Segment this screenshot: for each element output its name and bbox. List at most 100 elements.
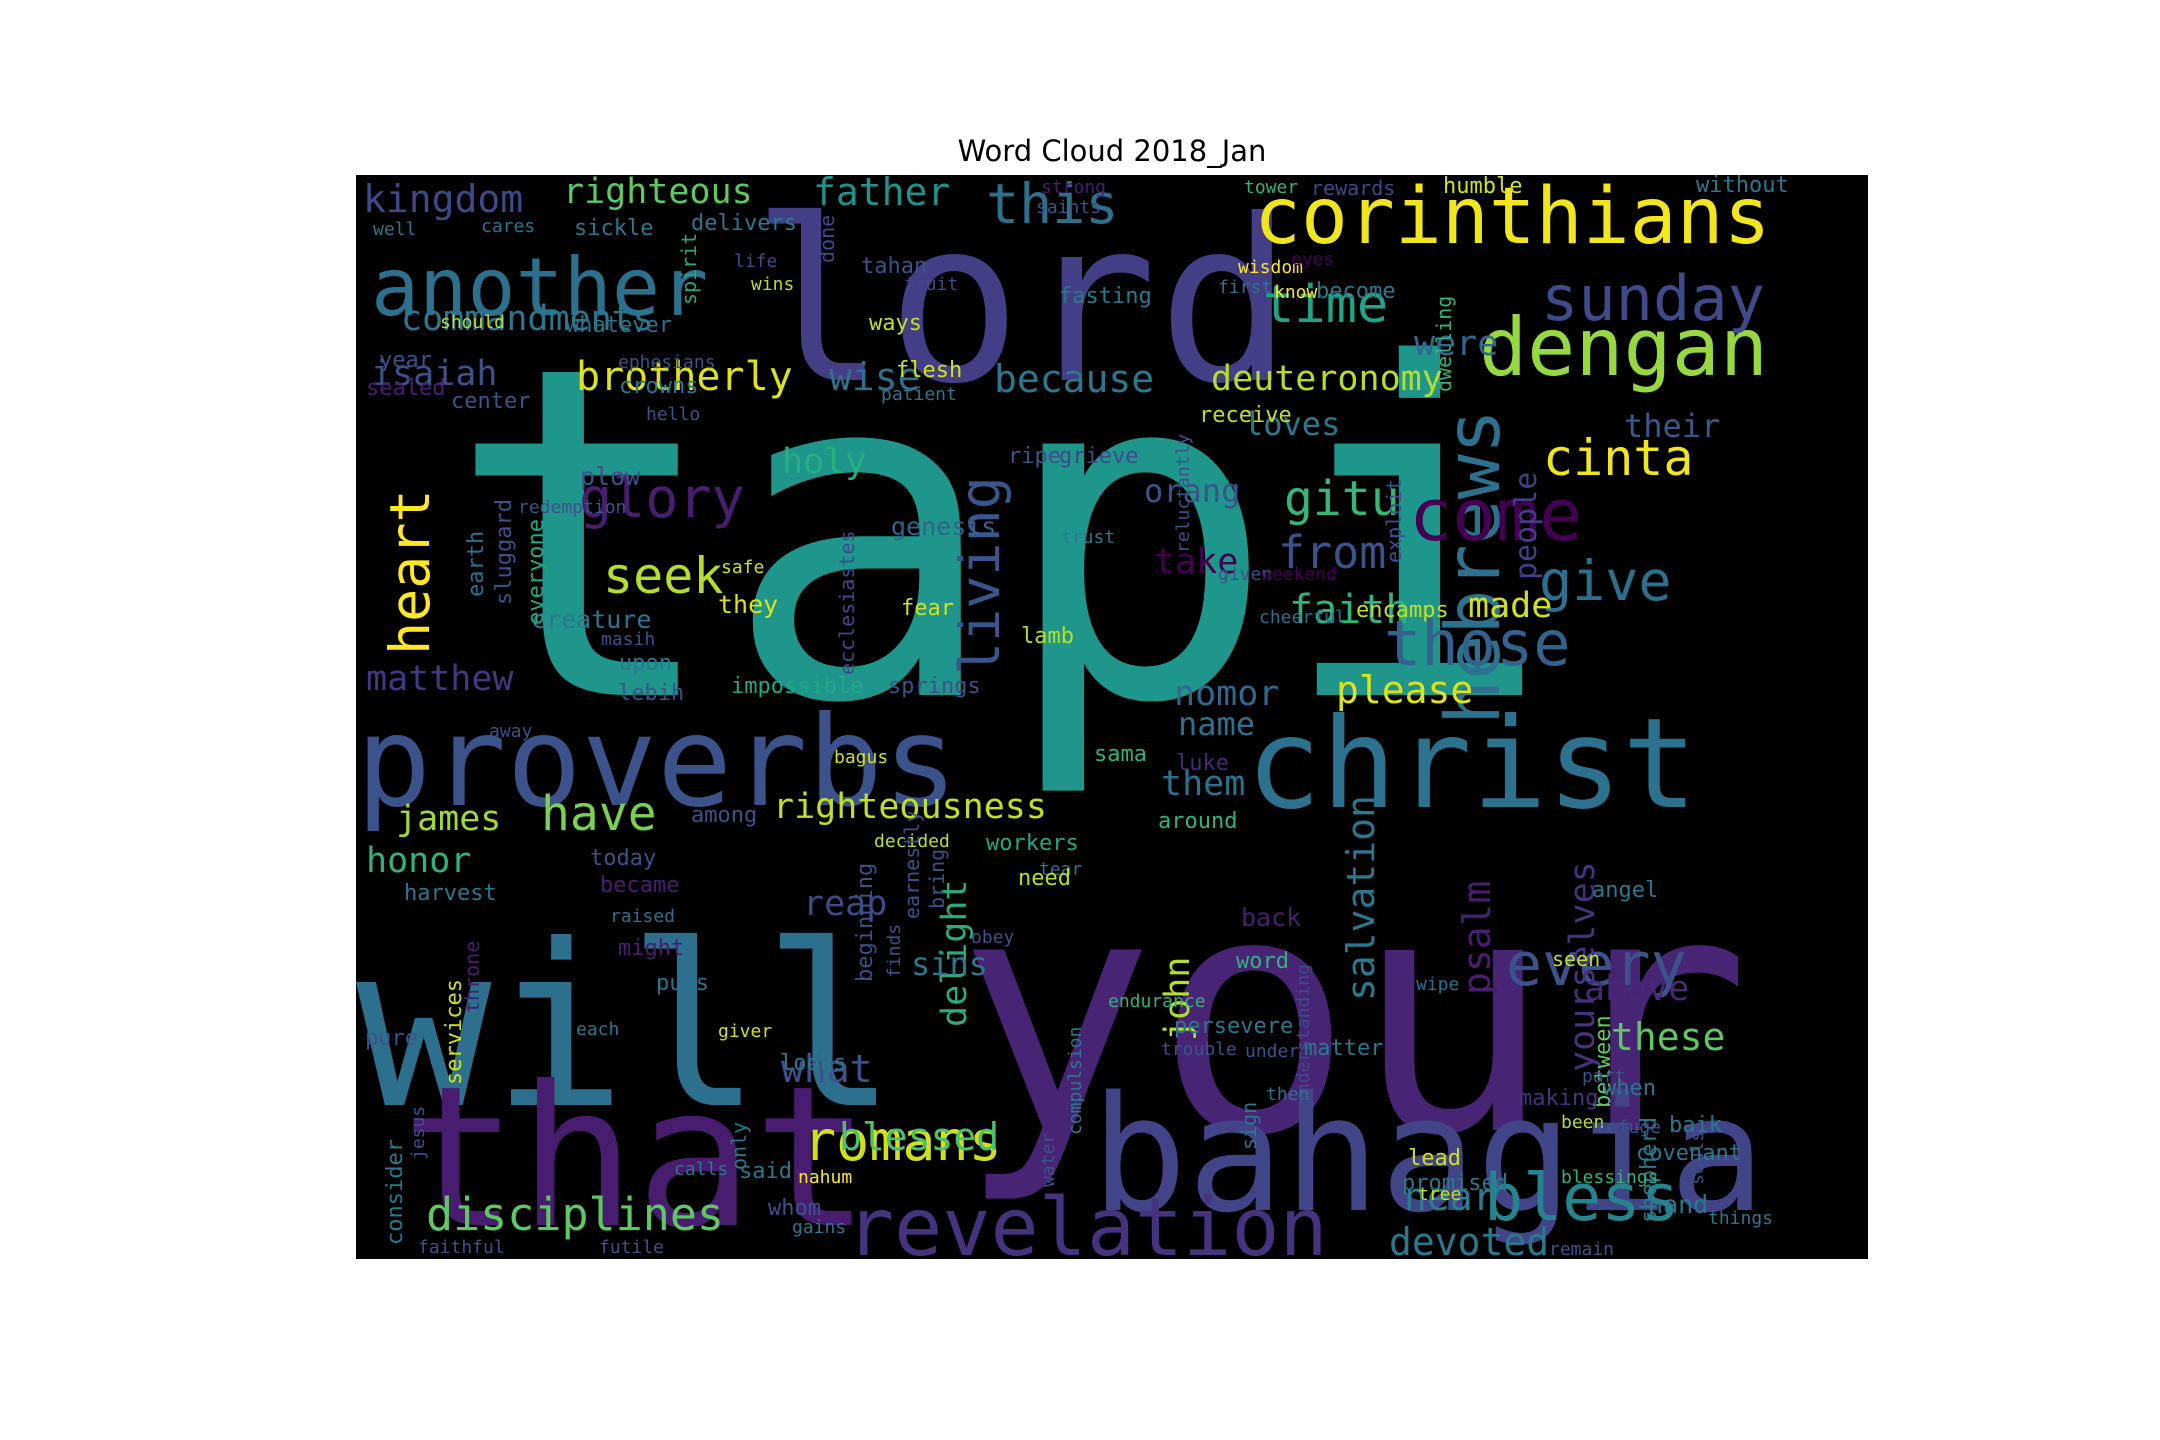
word-endurance: endurance [1108,991,1206,1012]
word-faithful: faithful [418,1237,505,1258]
word-sealed: sealed [366,376,445,401]
word-around: around [1158,809,1237,834]
word-made: made [1468,586,1552,626]
word-seen: seen [1552,947,1600,971]
word-christ: christ [1246,692,1698,837]
word-sins: sins [911,945,988,983]
word-sign: sign [1237,1102,1261,1150]
word-commandments: commandments [401,299,654,339]
word-blessings: blessings [1561,1167,1659,1188]
word-devoted: devoted [1389,1220,1549,1259]
word-word: word [1236,949,1289,974]
word-dwelling: dwelling [1432,296,1456,392]
word-revelation: revelation [846,1181,1328,1259]
word-yourselves: yourselves [1563,861,1603,1072]
word-romans: romans [803,1109,1002,1173]
word-corinthians: corinthians [1254,175,1771,262]
word-receive: receive [1199,403,1292,428]
word-genesis: genesis [891,512,996,541]
word-delight: delight [935,879,975,1027]
word-tree: tree [1418,1184,1461,1205]
word-promised: promised [1402,1171,1508,1196]
word-redemption: redemption [518,497,626,518]
word-remain: remain [1549,1239,1614,1259]
word-rewards: rewards [1311,176,1395,200]
word-when: when [1603,1076,1656,1101]
word-weekend: weekend [1261,564,1337,585]
word-disciplines: disciplines [426,1188,724,1241]
word-fear: fear [901,596,954,621]
word-whom: whom [768,1196,821,1221]
word-trust: trust [1061,527,1115,548]
word-given: given [1218,564,1272,585]
word-pure: pure [365,1026,418,1051]
word-ephesians: ephesians [618,352,716,373]
word-baik: baik [1669,1113,1722,1138]
word-without: without [1696,175,1789,198]
word-time: time [1263,275,1388,335]
word-souls: souls [1687,1131,1708,1185]
word-hebrews: hebrews [1429,409,1517,725]
word-compulsion: compulsion [1065,1027,1086,1135]
word-puts: puts [656,971,709,996]
word-humble: humble [1443,175,1522,199]
word-finds: finds [884,924,905,978]
word-become: become [1316,279,1395,304]
word-bring: bring [925,849,949,909]
word-harvest: harvest [404,881,497,906]
word-spirit: spirit [677,233,701,305]
word-refuge: refuge [1596,1117,1661,1138]
word-grieve: grieve [1059,444,1138,469]
word-give: give [1539,549,1671,613]
word-away: away [489,721,533,742]
word-living: living [948,476,1012,675]
word-workers: workers [986,831,1079,856]
word-dengan: dengan [1479,301,1768,394]
word-ways: ways [869,311,922,336]
word-cares: cares [481,216,535,237]
word-blessed: blessed [839,1115,999,1159]
word-bahagia: bahagia [1091,1061,1765,1248]
word-consider: consider [383,1139,408,1245]
word-lord: lord [751,175,1293,434]
word-year: year [379,348,432,373]
word-earth: earth [464,531,489,597]
word-another: another [371,241,708,334]
word-saints: saints [1036,197,1101,218]
word-became: became [600,873,679,898]
word-sickle: sickle [574,216,653,241]
word-life: life [734,251,777,272]
word-today: today [590,846,656,871]
word-flesh: flesh [896,358,962,383]
word-they: they [718,590,778,619]
word-strong: strong [1041,177,1106,198]
word-only: only [727,1122,751,1170]
word-gains: gains [792,1217,846,1238]
word-lebih: lebih [618,681,684,706]
word-eyes: eyes [1291,249,1334,270]
word-among: among [691,803,757,828]
word-hello: hello [646,404,700,425]
word-said: said [739,1159,792,1184]
word-services: services [442,979,467,1085]
word-tear: tear [1039,859,1083,880]
word-springs: springs [888,674,981,699]
word-well: well [373,219,416,240]
word-things: things [1708,1208,1773,1229]
word-sama: sama [1094,742,1147,767]
word-wins: wins [751,274,794,295]
word-seek: seek [603,547,723,605]
word-lead: lead [1408,1146,1461,1171]
word-please: please [1336,668,1473,712]
word-beginning: beginning [853,863,878,982]
word-shepherd: shepherd [1637,1117,1662,1223]
word-persevere: persevere [1174,1014,1293,1039]
word-first: first [1218,277,1272,298]
word-come: come [1409,473,1582,557]
word-near: near [1404,1175,1496,1219]
word-brotherly: brotherly [576,354,793,400]
word-psalm: psalm [1455,881,1499,995]
word-matthew: matthew [366,659,514,699]
word-creature: creature [531,605,651,634]
word-above: above [1584,969,1689,1009]
